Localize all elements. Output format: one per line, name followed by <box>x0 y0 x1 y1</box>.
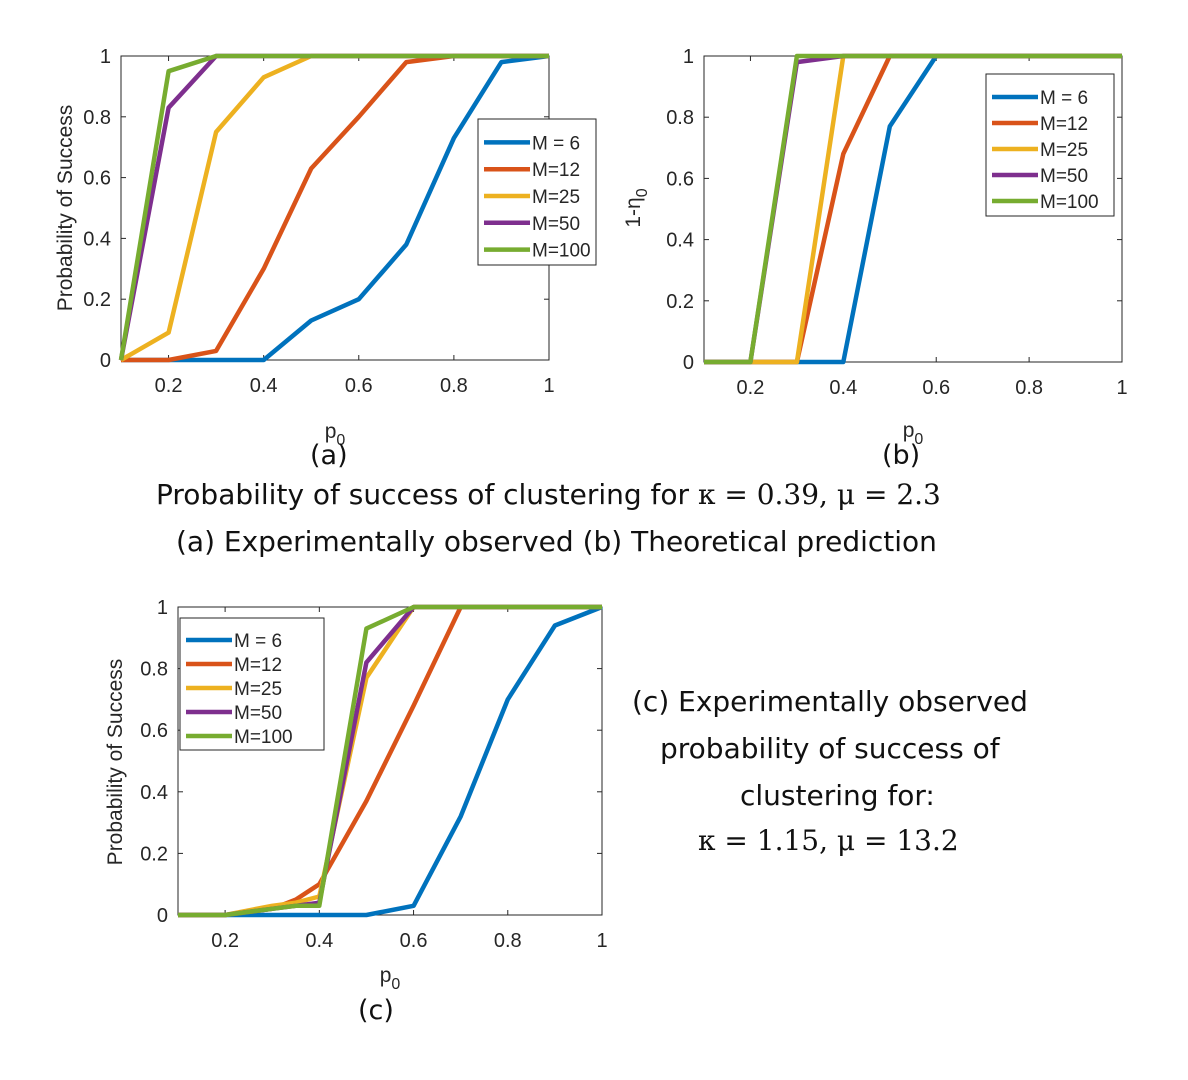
y-axis-label: Probability of Success <box>54 105 77 312</box>
legend-label: M=25 <box>234 679 282 700</box>
y-axis-label: Probability of Success <box>104 659 127 866</box>
y-tick-label: 0 <box>683 352 694 374</box>
x-tick-label: 0.2 <box>211 930 239 952</box>
chart-a: 0 0.2 0.4 0.6 0.8 1 0.2 0.4 0.6 0.8 1 p0 Probability… <box>54 46 597 449</box>
x-axis-label: p0 <box>380 964 401 993</box>
legend-label: M=50 <box>234 703 282 724</box>
series-line-m6 <box>121 53 550 363</box>
y-tick-label: 0.8 <box>83 107 111 129</box>
series-line-m6 <box>178 604 603 918</box>
chart-c: 0 0.2 0.4 0.6 0.8 1 0.2 0.4 0.6 0.8 1 p0 Probability… <box>104 597 608 993</box>
y-tick-label: 0.2 <box>140 843 168 865</box>
legend-label: M=12 <box>532 160 580 181</box>
panel-label-b: (b) <box>882 440 921 471</box>
caption-top-line2: (a) Experimentally observed (b) Theoreti… <box>176 525 937 558</box>
series-line-m100 <box>178 604 602 918</box>
y-tick-label: 0.4 <box>666 230 694 252</box>
x-tick-label: 1 <box>596 930 607 952</box>
legend-label: M=25 <box>532 187 580 208</box>
x-tick-label: 0.8 <box>440 375 468 397</box>
x-tick-label: 0.6 <box>922 377 950 399</box>
x-axis-label: p0 <box>903 419 924 448</box>
y-tick-label: 1 <box>100 46 111 68</box>
y-tick-label: 1 <box>157 597 168 619</box>
legend-label: M = 6 <box>532 133 580 154</box>
x-tick-label: 0.4 <box>829 377 857 399</box>
y-tick-label: 0.8 <box>666 107 694 129</box>
chart-b: 0 0.2 0.4 0.6 0.8 1 0.2 0.4 0.6 0.8 1 p0 1-η0 M = 6 M=… <box>622 46 1128 448</box>
y-tick-label: 0.6 <box>140 720 168 742</box>
legend-label: M=100 <box>532 241 591 262</box>
series-line-m100 <box>704 53 1122 365</box>
legend-label: M=50 <box>1040 166 1088 187</box>
x-tick-label: 1 <box>543 375 554 397</box>
x-axis-label: p0 <box>325 420 346 449</box>
panel-label-a: (a) <box>310 440 348 471</box>
x-tick-label: 0.4 <box>305 930 333 952</box>
x-tick-label: 0.8 <box>494 930 522 952</box>
x-tick-label: 0.6 <box>400 930 428 952</box>
y-tick-label: 1 <box>683 46 694 68</box>
y-tick-label: 0.8 <box>140 659 168 681</box>
x-tick-label: 0.8 <box>1015 377 1043 399</box>
y-axis-label: 1-η0 <box>622 188 651 227</box>
y-tick-label: 0 <box>157 905 168 927</box>
y-tick-label: 0.2 <box>83 289 111 311</box>
legend-label: M=25 <box>1040 140 1088 161</box>
x-tick-label: 0.2 <box>155 375 183 397</box>
caption-right-line3: clustering for: <box>740 779 935 812</box>
x-tick-label: 0.6 <box>345 375 373 397</box>
caption-right-line1: (c) Experimentally observed <box>632 685 1028 718</box>
y-tick-label: 0.6 <box>83 168 111 190</box>
caption-top-line1: Probability of success of clustering for… <box>156 478 941 511</box>
legend-label: M = 6 <box>234 631 282 652</box>
caption-right-math: κ = 1.15, μ = 13.2 <box>698 824 959 857</box>
caption-top-line1-text: Probability of success of clustering for <box>156 478 698 511</box>
x-tick-label: 1 <box>1116 377 1127 399</box>
y-tick-label: 0 <box>100 350 111 372</box>
y-tick-label: 0.4 <box>83 228 111 250</box>
legend-label: M=100 <box>234 727 293 748</box>
legend-label: M=50 <box>532 214 580 235</box>
x-tick-label: 0.4 <box>250 375 278 397</box>
legend-label: M=12 <box>234 655 282 676</box>
caption-top-line1-math: κ = 0.39, μ = 2.3 <box>697 478 941 511</box>
series-line-m100 <box>118 53 549 361</box>
caption-right-line2: probability of success of <box>660 732 1000 765</box>
legend-label: M = 6 <box>1040 88 1088 109</box>
x-tick-label: 0.2 <box>737 377 765 399</box>
legend-label: M=100 <box>1040 192 1099 213</box>
panel-label-c: (c) <box>358 995 394 1026</box>
legend-label: M=12 <box>1040 114 1088 135</box>
y-tick-label: 0.6 <box>666 168 694 190</box>
y-tick-label: 0.4 <box>140 782 168 804</box>
y-tick-label: 0.2 <box>666 291 694 313</box>
